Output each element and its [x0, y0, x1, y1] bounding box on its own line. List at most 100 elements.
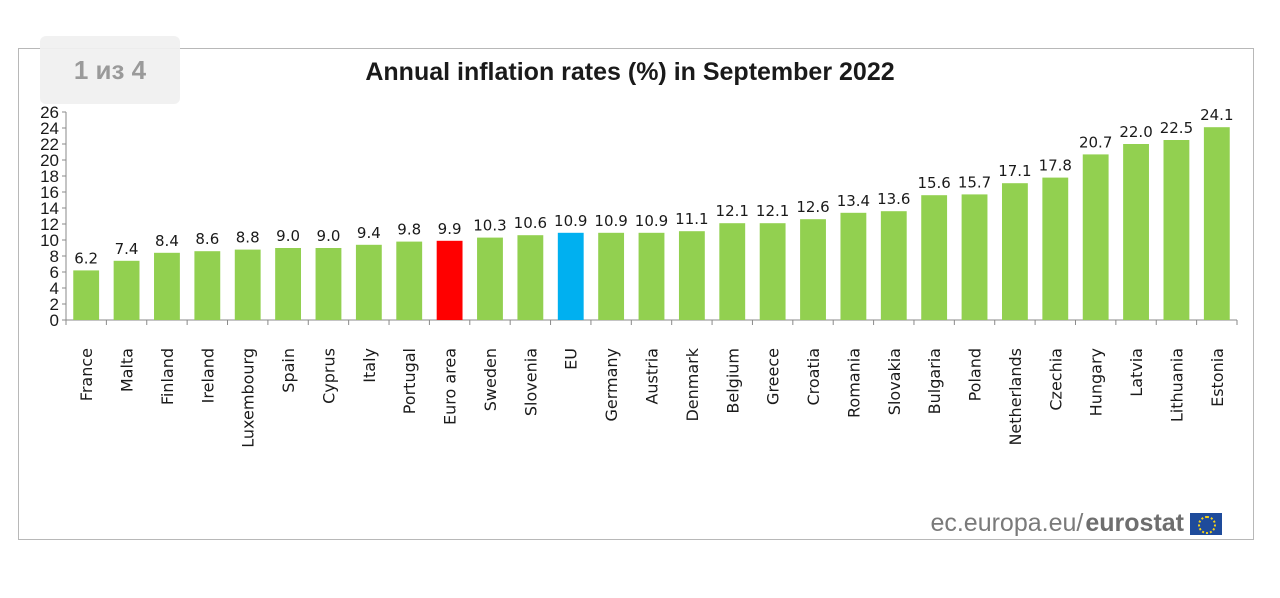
value-label: 12.1: [756, 202, 789, 220]
eu-flag-icon: [1190, 512, 1222, 535]
bar-italy[interactable]: [355, 244, 382, 320]
value-label: 10.9: [594, 212, 627, 230]
page-indicator[interactable]: 1 из 4: [40, 36, 180, 104]
value-label: 7.4: [115, 240, 139, 258]
value-label: 10.3: [473, 217, 506, 235]
y-tick-label: 18: [40, 167, 59, 186]
value-label: 24.1: [1200, 106, 1233, 124]
bar-lithuania[interactable]: [1163, 140, 1190, 320]
category-label: Latvia: [1127, 348, 1146, 397]
bar-eu[interactable]: [557, 232, 584, 320]
category-label: Euro area: [441, 348, 460, 425]
bar-finland[interactable]: [154, 252, 180, 320]
y-tick-label: 12: [40, 215, 59, 234]
bar-sweden[interactable]: [477, 237, 503, 320]
value-label: 11.1: [675, 210, 708, 228]
y-tick-label: 6: [50, 263, 59, 282]
bar-euro-area[interactable]: [436, 240, 463, 320]
bar-latvia[interactable]: [1123, 144, 1149, 320]
bar-croatia[interactable]: [800, 219, 826, 320]
value-label: 22.5: [1160, 119, 1193, 137]
category-label: Sweden: [481, 348, 500, 411]
bar-malta[interactable]: [113, 260, 140, 320]
bar-bulgaria[interactable]: [921, 195, 948, 320]
value-label: 9.4: [357, 224, 381, 242]
value-label: 10.9: [635, 212, 668, 230]
bar-denmark[interactable]: [678, 231, 705, 320]
bar-romania[interactable]: [840, 212, 867, 320]
y-tick-label: 16: [40, 183, 59, 202]
category-label: Romania: [844, 348, 863, 418]
source-credit[interactable]: ec.europa.eu/eurostat: [930, 509, 1222, 538]
bar-hungary[interactable]: [1082, 154, 1109, 320]
category-label: Austria: [643, 348, 662, 405]
y-tick-label: 0: [50, 311, 59, 330]
value-label: 15.6: [917, 174, 950, 192]
source-brand: eurostat: [1085, 509, 1184, 537]
category-label: Greece: [764, 348, 783, 405]
bar-slovakia[interactable]: [880, 211, 907, 320]
category-label: France: [77, 348, 96, 401]
category-label: Slovakia: [885, 348, 904, 415]
bar-czechia[interactable]: [1042, 177, 1069, 320]
source-domain: ec.europa.eu/: [930, 509, 1084, 537]
value-label: 8.8: [236, 229, 260, 247]
category-label: Bulgaria: [925, 348, 944, 414]
category-label: Croatia: [804, 348, 823, 406]
value-label: 10.9: [554, 212, 587, 230]
bar-greece[interactable]: [759, 223, 786, 320]
category-label: Spain: [279, 348, 298, 393]
category-label: Hungary: [1087, 348, 1106, 416]
labels: 6.2 France 7.4 Malta 8.4 Finland 8.6 Ireland 8.8…: [74, 106, 1233, 448]
bar-france[interactable]: [73, 270, 100, 320]
bar-spain[interactable]: [275, 248, 302, 320]
bar-austria[interactable]: [638, 232, 665, 320]
y-tick-label: 2: [50, 295, 59, 314]
y-tick-label: 26: [40, 103, 59, 122]
category-label: Lithuania: [1167, 348, 1186, 422]
value-label: 22.0: [1119, 123, 1152, 141]
category-label: Germany: [602, 348, 621, 422]
category-label: Denmark: [683, 347, 702, 421]
category-label: Czechia: [1046, 348, 1065, 411]
value-label: 10.6: [514, 214, 547, 232]
value-label: 15.7: [958, 173, 991, 191]
value-label: 8.4: [155, 232, 179, 250]
bar-cyprus[interactable]: [315, 248, 342, 320]
category-label: EU: [562, 348, 581, 370]
bar-luxembourg[interactable]: [234, 249, 261, 320]
category-label: Ireland: [198, 348, 217, 403]
bar-estonia[interactable]: [1203, 127, 1230, 320]
value-label: 12.1: [716, 202, 749, 220]
value-label: 20.7: [1079, 133, 1112, 151]
bars: [73, 127, 1230, 320]
value-label: 13.4: [837, 192, 870, 210]
value-label: 17.8: [1039, 157, 1072, 175]
y-tick-label: 4: [50, 279, 59, 298]
chart-title: Annual inflation rates (%) in September …: [365, 58, 895, 86]
bar-poland[interactable]: [961, 194, 988, 320]
bar-portugal[interactable]: [396, 241, 423, 320]
y-tick-label: 24: [40, 119, 59, 138]
category-label: Belgium: [723, 348, 742, 414]
y-tick-label: 10: [40, 231, 59, 250]
category-label: Cyprus: [319, 348, 338, 404]
category-label: Malta: [118, 348, 137, 392]
y-tick-label: 14: [40, 199, 59, 218]
bar-ireland[interactable]: [194, 251, 221, 320]
bar-slovenia[interactable]: [517, 235, 544, 320]
y-tick-label: 22: [40, 135, 59, 154]
value-label: 17.1: [998, 162, 1031, 180]
bar-germany[interactable]: [598, 232, 625, 320]
value-label: 8.6: [195, 230, 219, 248]
bar-netherlands[interactable]: [1001, 183, 1028, 320]
category-label: Netherlands: [1006, 348, 1025, 446]
category-label: Estonia: [1208, 348, 1227, 407]
category-label: Slovenia: [521, 348, 540, 416]
y-tick-label: 20: [40, 151, 59, 170]
category-label: Luxembourg: [239, 348, 258, 448]
value-label: 6.2: [74, 249, 98, 267]
bar-belgium[interactable]: [719, 223, 746, 320]
value-label: 9.0: [276, 227, 300, 245]
